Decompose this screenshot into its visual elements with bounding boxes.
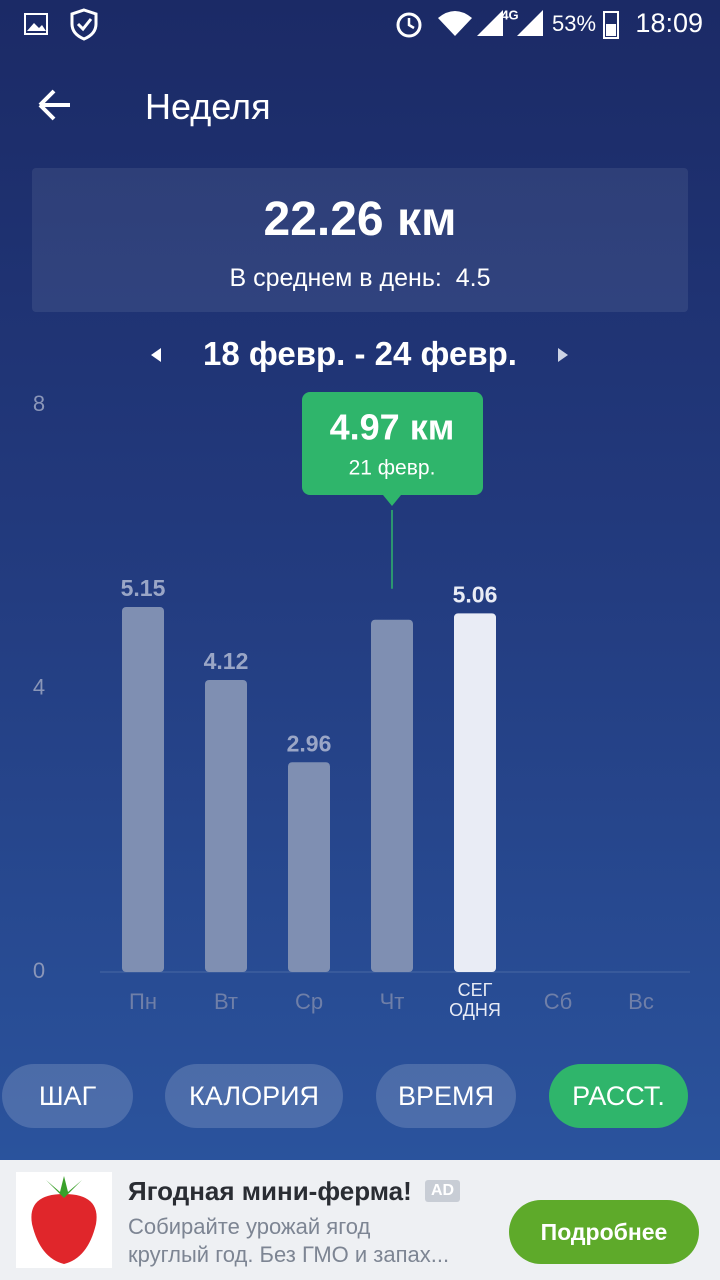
average: В среднем в день: 4.5 — [32, 264, 688, 293]
tab[interactable]: КАЛОРИЯ — [165, 1064, 343, 1128]
average-value: 4.5 — [455, 264, 491, 292]
page-title: Неделя — [145, 86, 271, 127]
y-tick-label: 4 — [33, 674, 45, 699]
ad-title: Ягодная мини-ферма! — [128, 1176, 412, 1206]
next-week[interactable] — [558, 348, 568, 362]
bar[interactable] — [122, 606, 164, 972]
bar[interactable] — [454, 613, 496, 972]
back-button[interactable] — [30, 80, 80, 130]
bar[interactable] — [288, 762, 330, 972]
clock: 18:09 — [635, 8, 703, 38]
tab[interactable]: ШАГ — [2, 1064, 133, 1128]
ad-line: Собирайте урожай ягод — [128, 1214, 371, 1239]
ad-badge: AD — [425, 1180, 461, 1202]
prev-week[interactable] — [151, 348, 161, 362]
x-tick-label: Вс — [628, 989, 654, 1014]
y-tick-label: 0 — [33, 958, 45, 983]
value-label: 4.12 — [204, 648, 249, 674]
tab[interactable]: ВРЕМЯ — [376, 1064, 516, 1128]
value-label: 5.06 — [453, 581, 498, 607]
tooltip — [302, 392, 483, 495]
date-range: 18 февр. - 24 февр. — [203, 335, 517, 372]
ad-image — [16, 1172, 112, 1268]
ad-button[interactable]: Подробнее — [509, 1200, 699, 1264]
ad-banner[interactable]: Ягодная мини-ферма! AD Собирайте урожай … — [0, 1160, 720, 1280]
x-tick-label: Вт — [213, 989, 239, 1014]
y-tick-label: 8 — [33, 391, 45, 416]
bar[interactable] — [371, 619, 413, 972]
ad-line: круглый год. Без ГМО и запах... — [128, 1242, 450, 1267]
x-tick-label: Ср — [294, 989, 324, 1014]
date-nav — [151, 348, 568, 362]
value-label: 5.15 — [121, 575, 166, 601]
network: 4G — [501, 7, 518, 22]
total-distance: 22.26 км — [263, 193, 457, 246]
tooltip-date: 21 февр. — [349, 457, 436, 480]
tab[interactable]: РАССТ. — [549, 1064, 688, 1128]
summary-card: 22.26 км В среднем в день: 4.5 — [32, 168, 688, 312]
bar[interactable] — [205, 679, 247, 972]
x-tick-label: Чт — [379, 989, 405, 1014]
x-tick-label: Пн — [129, 989, 157, 1014]
status-bar: 4G 53% 18:09 — [24, 7, 703, 41]
average-label: В среднем в день: — [229, 264, 442, 292]
value-label: 2.96 — [287, 730, 332, 756]
x-tick-label: СЕГ ОДНЯ — [449, 980, 501, 1020]
chart: 0 4 8 5.15 4.12 2.96 5.06 4.97 км 21 февр. — [33, 391, 690, 983]
battery: 53% — [552, 11, 596, 36]
tooltip-value: 4.97 км — [330, 407, 455, 448]
x-tick-label: Сб — [543, 989, 573, 1014]
tooltip-pointer — [383, 495, 401, 506]
